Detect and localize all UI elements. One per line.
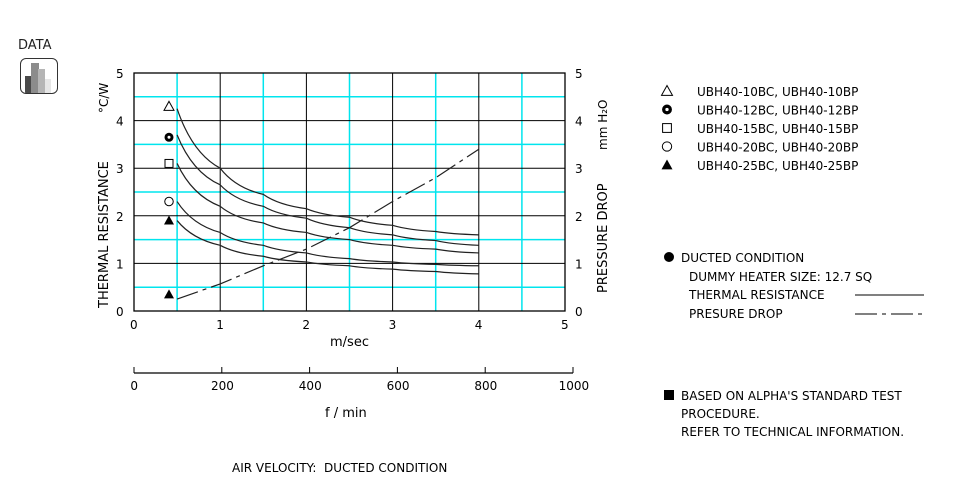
xlabel2: f / min: [325, 406, 367, 421]
x-tick-label: 4: [475, 318, 483, 332]
legend-entry: UBH40-12BC, UBH40-12BP: [697, 104, 858, 118]
triangle-filled-marker: [164, 289, 174, 299]
ylabel-right: PRESSURE DROP: [596, 183, 611, 293]
xlabel: m/sec: [330, 335, 369, 350]
y-tick-label: 1: [116, 257, 124, 271]
ylabel-right-unit: mm H₂O: [596, 100, 610, 150]
triangle-open-marker: [660, 84, 674, 96]
secondary-x-tick-label: 800: [474, 379, 497, 393]
pressure-drop-key: PRESURE DROP: [689, 307, 783, 321]
y-tick-label: 0: [116, 305, 124, 319]
ylabel-left: THERMAL RESISTANCE: [97, 161, 112, 309]
y-right-tick-label: 3: [575, 162, 583, 176]
footnote-line: PROCEDURE.: [681, 407, 760, 421]
condition-note: DUCTED CONDITION: [681, 251, 804, 265]
secondary-x-tick-label: 1000: [559, 379, 590, 393]
thermal-resistance-curve: [176, 108, 479, 236]
y-right-tick-label: 5: [575, 67, 583, 81]
thermal-resistance-curve: [176, 134, 479, 246]
secondary-x-tick-label: 600: [387, 379, 410, 393]
thermal-resistance-curve: [176, 220, 479, 275]
bullseye-marker-center: [665, 107, 669, 112]
circle-open-marker: [661, 141, 673, 152]
plot-frame: [133, 72, 566, 312]
secondary-x-tick-label: 0: [130, 379, 138, 393]
data-label: DATA: [18, 38, 52, 53]
x-tick-label: 0: [130, 318, 138, 332]
ylabel-left-unit: °C/W: [97, 83, 111, 113]
heater-note: DUMMY HEATER SIZE: 12.7 SQ: [689, 270, 872, 284]
secondary-x-tick-label: 400: [299, 379, 322, 393]
data-chart-icon-button[interactable]: [20, 58, 58, 94]
ducted-condition-bullet-icon: [664, 252, 674, 262]
footnote-line: BASED ON ALPHA'S STANDARD TEST: [681, 389, 902, 403]
triangle-filled-marker: [661, 159, 673, 170]
y-tick-label: 3: [116, 162, 124, 176]
pressure-drop-curve: [176, 148, 480, 300]
y-tick-label: 5: [116, 67, 124, 81]
square-open-marker: [662, 123, 672, 133]
y-right-tick-label: 0: [575, 305, 583, 319]
legend-entry: UBH40-15BC, UBH40-15BP: [697, 122, 858, 136]
thermal-resistance-curve: [176, 163, 479, 254]
x-tick-label: 1: [216, 318, 224, 332]
legend-entry: UBH40-25BC, UBH40-25BP: [697, 159, 858, 173]
x-tick-label: 2: [302, 318, 310, 332]
y-tick-label: 4: [116, 115, 124, 129]
triangle-open-marker: [163, 100, 175, 111]
bullseye-marker-center: [167, 135, 171, 139]
chart-title: AIR VELOCITY: DUCTED CONDITION: [232, 461, 447, 475]
y-right-tick-label: 2: [575, 210, 583, 224]
footnote-line: REFER TO TECHNICAL INFORMATION.: [681, 425, 904, 439]
thermal-resistance-curve: [176, 201, 479, 267]
legend-entry: UBH40-10BC, UBH40-10BP: [697, 85, 858, 99]
square-open-marker: [164, 158, 174, 168]
y-right-tick-label: 1: [575, 257, 583, 271]
x-tick-label: 3: [389, 318, 397, 332]
triangle-filled-marker: [164, 215, 174, 225]
secondary-x-tick-label: 200: [211, 379, 234, 393]
y-right-tick-label: 4: [575, 115, 583, 129]
thermal-resistance-key: THERMAL RESISTANCE: [688, 288, 825, 302]
y-tick-label: 2: [116, 210, 124, 224]
circle-open-marker: [164, 196, 174, 207]
footnote-square-bullet-icon: [664, 390, 674, 400]
legend-entry: UBH40-20BC, UBH40-20BP: [697, 141, 858, 155]
x-tick-label: 5: [561, 318, 569, 332]
